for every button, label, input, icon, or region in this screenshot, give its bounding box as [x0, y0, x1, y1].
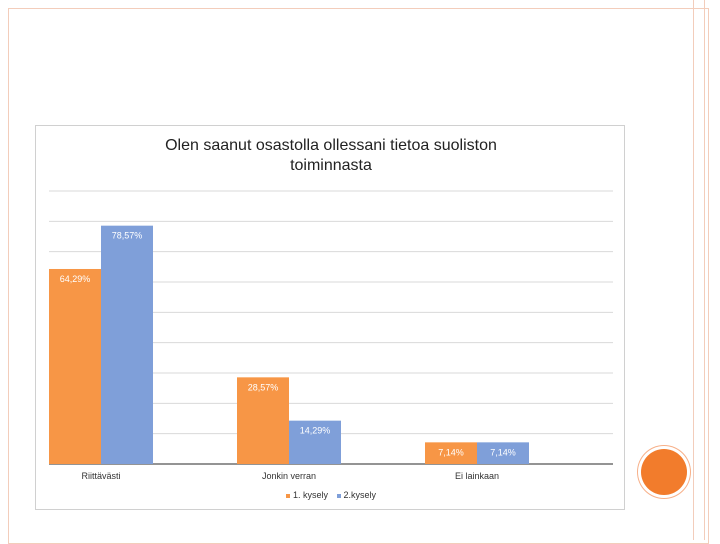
- accent-circle-decoration: [641, 449, 687, 495]
- bar-1-3: [425, 442, 477, 464]
- chart-plot: 64,29% 78,57% Riittävästi 28,57% 14,29% Jonki…: [49, 190, 613, 481]
- data-label: 78,57%: [112, 231, 143, 241]
- slide-rail: [693, 0, 694, 540]
- legend-swatch-series-2: [336, 493, 341, 498]
- bar-1-1: [49, 268, 101, 464]
- legend-swatch-series-1: [285, 493, 290, 498]
- data-label: 28,57%: [248, 382, 279, 392]
- data-label: 14,29%: [300, 426, 331, 436]
- legend-item-series-2: 2.kysely: [336, 490, 377, 500]
- bar-2-2: [289, 420, 341, 464]
- chart-legend: 1. kysely 2.kysely: [36, 490, 626, 500]
- data-label: 64,29%: [60, 274, 91, 284]
- bar-2-1: [101, 225, 153, 464]
- legend-label-series-2: 2.kysely: [343, 490, 377, 500]
- chart-container: Olen saanut osastolla ollessani tietoa s…: [35, 125, 625, 510]
- category-label: Riittävästi: [81, 471, 120, 481]
- slide-rail-secondary: [704, 0, 705, 540]
- bar-2-3: [477, 442, 529, 464]
- legend-item-series-1: 1. kysely: [285, 490, 328, 500]
- category-label: Ei lainkaan: [455, 471, 499, 481]
- chart-title: Olen saanut osastolla ollessani tietoa s…: [165, 137, 497, 174]
- category-label: Jonkin verran: [262, 471, 316, 481]
- bar-1-2: [237, 377, 289, 464]
- data-label: 7,14%: [438, 447, 464, 457]
- data-label: 7,14%: [490, 447, 516, 457]
- legend-label-series-1: 1. kysely: [292, 490, 328, 500]
